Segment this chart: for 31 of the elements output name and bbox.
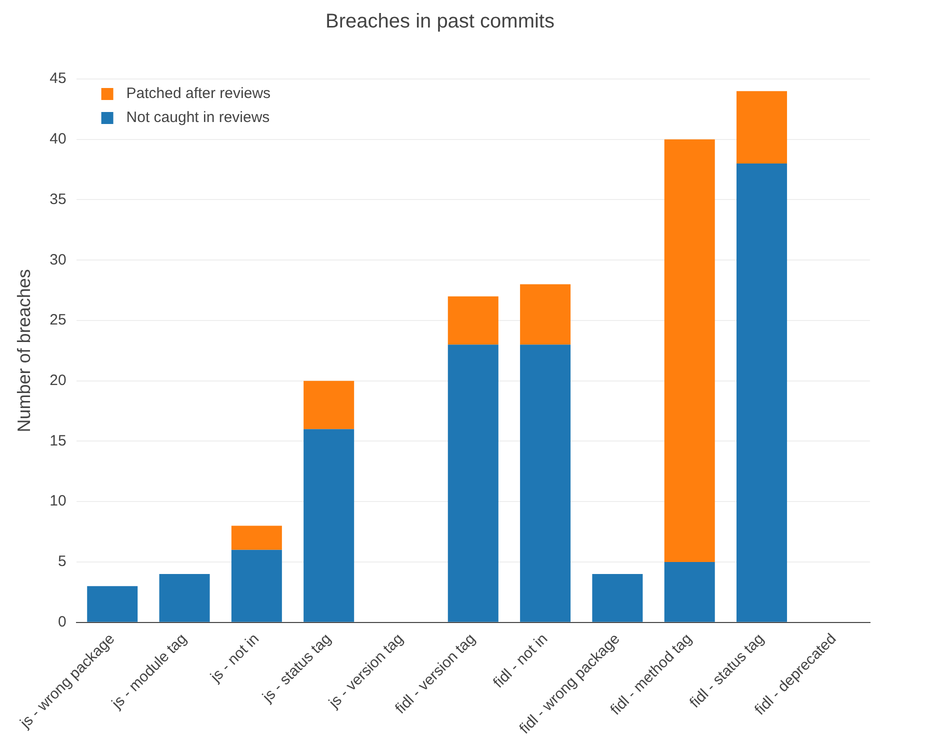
bar <box>448 344 498 622</box>
x-tick-label: js - not in <box>206 630 262 686</box>
chart-title: Breaches in past commits <box>326 10 554 33</box>
bar <box>592 574 643 622</box>
y-tick-label: 30 <box>50 251 66 268</box>
bar <box>304 380 354 430</box>
bar <box>304 429 354 622</box>
y-tick-label: 45 <box>50 70 66 88</box>
bar <box>664 139 715 562</box>
bar <box>231 550 282 622</box>
x-tick-label: fidl - not in <box>490 630 552 692</box>
bar <box>736 164 788 622</box>
bar <box>520 284 571 345</box>
bar <box>448 296 498 345</box>
y-tick-label: 0 <box>58 613 66 630</box>
bar <box>159 574 210 622</box>
y-tick-label: 40 <box>50 130 66 148</box>
y-tick-label: 35 <box>50 190 66 208</box>
y-tick-label: 20 <box>50 372 66 389</box>
y-axis-title: Number of breaches <box>14 269 34 432</box>
y-tick-label: 5 <box>58 553 66 570</box>
y-tick-label: 10 <box>50 492 66 510</box>
y-tick-label: 15 <box>50 432 66 450</box>
bar <box>664 562 715 622</box>
bar <box>87 586 138 622</box>
bar <box>520 344 571 622</box>
legend-label: Patched after reviews <box>126 85 271 102</box>
y-tick-label: 25 <box>50 312 66 329</box>
legend-label: Not caught in reviews <box>126 109 270 126</box>
bar <box>736 91 788 164</box>
bar <box>231 526 282 550</box>
